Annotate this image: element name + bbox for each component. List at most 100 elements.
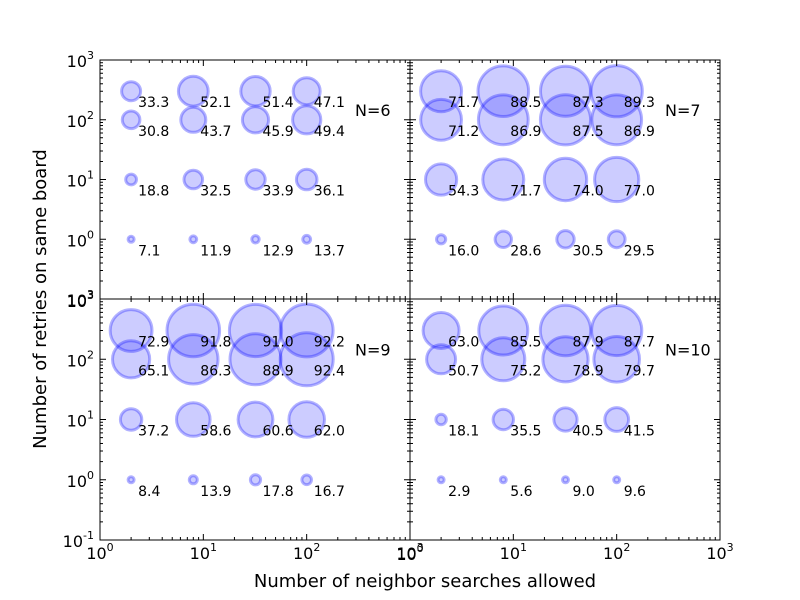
value-label: 49.4 <box>314 124 345 140</box>
panel-label: N=10 <box>665 340 711 359</box>
bubble-point <box>608 231 625 248</box>
bubble-point <box>500 477 506 483</box>
value-label: 37.2 <box>138 424 169 440</box>
value-label: 87.3 <box>573 95 604 111</box>
bubble-point <box>438 477 444 483</box>
x-tick-label: 101 <box>190 541 217 563</box>
value-label: 11.9 <box>200 243 231 259</box>
value-label: 12.9 <box>263 243 294 259</box>
value-label: 41.5 <box>624 424 655 440</box>
value-label: 16.7 <box>314 484 345 500</box>
value-label: 18.8 <box>138 184 169 200</box>
bubble-point <box>252 236 259 243</box>
value-label: 33.3 <box>138 95 169 111</box>
value-label: 60.6 <box>263 424 294 440</box>
value-label: 87.5 <box>573 124 604 140</box>
value-label: 86.9 <box>624 124 655 140</box>
bubble-point <box>250 475 260 485</box>
value-label: 88.5 <box>510 95 541 111</box>
value-label: 71.7 <box>510 184 541 200</box>
value-label: 30.5 <box>573 243 604 259</box>
value-label: 13.7 <box>314 243 345 259</box>
value-label: 17.8 <box>263 484 294 500</box>
bubble-point <box>437 235 446 244</box>
y-tick-label: 101 <box>67 409 94 431</box>
value-label: 63.0 <box>448 335 479 351</box>
panel-1: 33.3 52.1 51.4 47.1 30.8 43.7 45.9 49.4 18.8 32.5… <box>67 49 410 299</box>
bubble-point <box>189 476 197 484</box>
value-label: 65.1 <box>138 363 169 379</box>
bubble-point <box>128 236 134 242</box>
bubble-point <box>303 235 311 243</box>
value-label: 91.8 <box>200 335 231 351</box>
y-tick-label: 100 <box>67 469 94 491</box>
y-axis-title: Number of retries on same board <box>30 149 51 449</box>
value-label: 28.6 <box>510 243 541 259</box>
bubble-point <box>495 231 511 247</box>
panel-3: 72.9 91.8 91.0 92.2 65.1 86.3 88.9 92.4 37.2 58.6… <box>63 288 424 563</box>
value-label: 29.5 <box>624 243 655 259</box>
value-label: 36.1 <box>314 184 345 200</box>
panel-4: 63.0 85.5 87.9 87.7 50.7 75.2 78.9 79.7 18.1 35.5… <box>410 299 734 563</box>
value-label: 79.7 <box>624 363 655 379</box>
value-label: 7.1 <box>138 243 160 259</box>
value-label: 78.9 <box>573 363 604 379</box>
value-label: 86.9 <box>510 124 541 140</box>
value-label: 8.4 <box>138 484 160 500</box>
bubble-point <box>190 236 197 243</box>
value-label: 58.6 <box>200 424 231 440</box>
value-label: 86.3 <box>200 363 231 379</box>
x-tick-label: 102 <box>293 541 320 563</box>
value-label: 9.0 <box>573 484 595 500</box>
y-tick-label: 103 <box>67 49 94 71</box>
value-label: 5.6 <box>510 484 532 500</box>
value-label: 51.4 <box>263 95 294 111</box>
value-label: 2.9 <box>448 484 470 500</box>
value-label: 71.7 <box>448 95 479 111</box>
value-label: 71.2 <box>448 124 479 140</box>
bubble-point <box>563 477 569 483</box>
y-tick-label: 102 <box>67 348 94 370</box>
value-label: 91.0 <box>263 335 294 351</box>
value-label: 87.9 <box>573 335 604 351</box>
value-label: 52.1 <box>200 95 231 111</box>
value-label: 16.0 <box>448 243 479 259</box>
value-label: 35.5 <box>510 424 541 440</box>
value-label: 77.0 <box>624 184 655 200</box>
value-label: 30.8 <box>138 124 169 140</box>
bubble-point <box>302 475 312 485</box>
value-label: 50.7 <box>448 363 479 379</box>
y-tick-label: 102 <box>67 109 94 131</box>
value-label: 62.0 <box>314 424 345 440</box>
panel-2: 71.7 88.5 87.3 89.371.2 86.9 87.5 86.954.3 71.7… <box>410 60 720 299</box>
value-label: 45.9 <box>263 124 294 140</box>
value-label: 92.2 <box>314 335 345 351</box>
bubble-point <box>614 477 620 483</box>
value-label: 72.9 <box>138 335 169 351</box>
value-label: 85.5 <box>510 335 541 351</box>
bubble-point <box>128 477 134 483</box>
value-label: 54.3 <box>448 184 479 200</box>
x-tick-label: 100 <box>396 542 423 564</box>
value-label: 88.9 <box>263 363 294 379</box>
value-label: 40.5 <box>573 424 604 440</box>
y-tick-label: 103 <box>67 289 94 311</box>
panel-label: N=7 <box>665 101 701 120</box>
bubble-point <box>126 174 137 185</box>
value-label: 74.0 <box>573 184 604 200</box>
value-label: 18.1 <box>448 424 479 440</box>
value-label: 43.7 <box>200 124 231 140</box>
value-label: 13.9 <box>200 484 231 500</box>
x-tick-label: 100 <box>86 541 113 563</box>
value-label: 9.6 <box>624 484 646 500</box>
x-tick-label: 102 <box>603 541 630 563</box>
y-tick-label: 101 <box>67 169 94 191</box>
x-axis-title: Number of neighbor searches allowed <box>254 571 596 592</box>
value-label: 92.4 <box>314 363 345 379</box>
x-tick-label: 101 <box>500 541 527 563</box>
panel-label: N=9 <box>355 340 391 359</box>
value-label: 87.7 <box>624 335 655 351</box>
y-tick-label: 100 <box>67 228 94 250</box>
value-label: 75.2 <box>510 363 541 379</box>
